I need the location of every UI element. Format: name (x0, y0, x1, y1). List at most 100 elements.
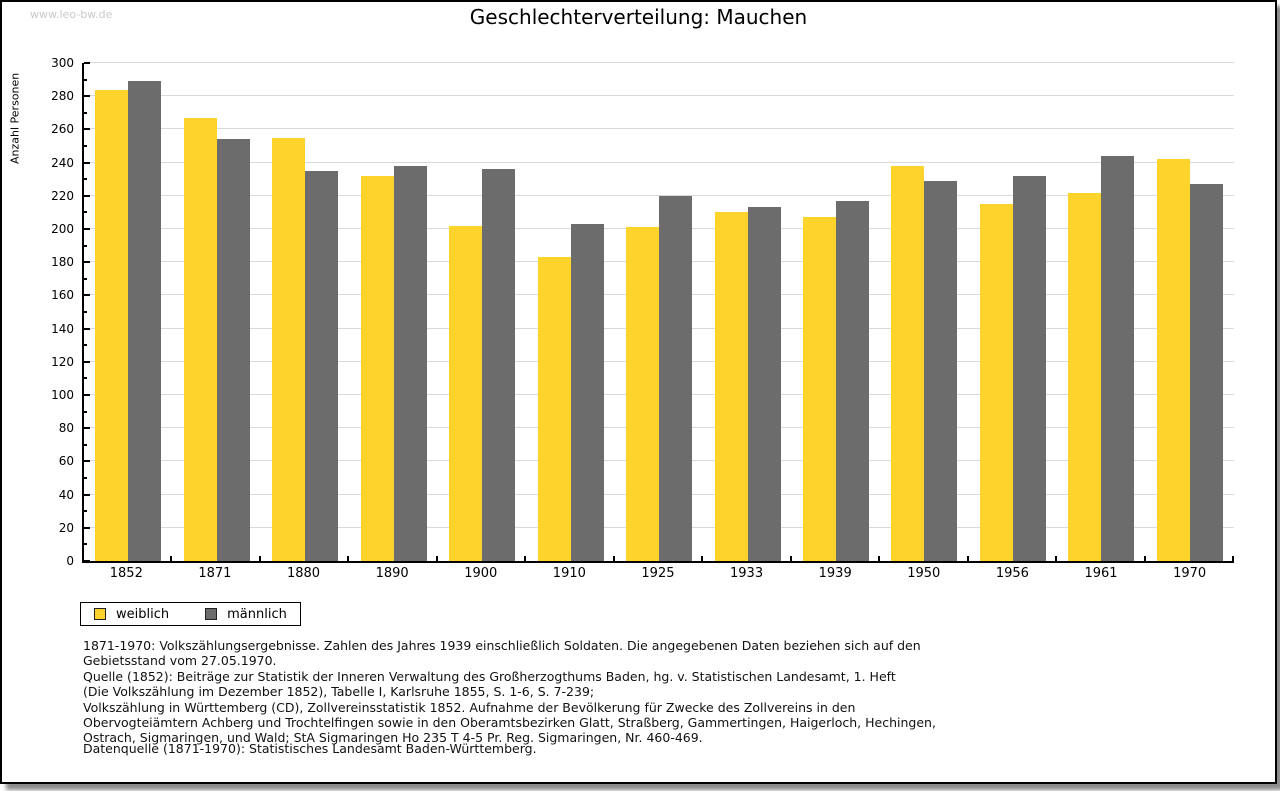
y-axis-tick (84, 194, 90, 197)
bar-group (261, 63, 349, 561)
x-tick-label: 1871 (198, 566, 232, 581)
bar-weiblich (272, 137, 306, 561)
y-axis-tick (84, 111, 87, 114)
x-axis-tick (524, 556, 527, 561)
y-axis-tick (84, 443, 87, 446)
bar-group (1057, 63, 1145, 561)
y-tick-label: 60 (58, 454, 74, 469)
y-axis-tick (84, 145, 87, 147)
bar-pair (449, 169, 516, 561)
bar-group (172, 63, 260, 561)
y-axis-tick (84, 327, 90, 330)
footnote-line: Volkszählung in Württemberg (CD), Zollve… (83, 699, 856, 715)
y-axis-tick (84, 228, 90, 230)
y-axis-tick (84, 62, 90, 64)
bar-männlich (659, 195, 693, 561)
x-axis-tick (612, 556, 615, 561)
y-axis-tick (84, 244, 87, 247)
y-tick-label: 260 (51, 122, 74, 137)
y-tick-label: 140 (51, 321, 74, 336)
legend: weiblich männlich (80, 602, 301, 626)
y-tick-label: 200 (51, 222, 74, 236)
y-axis-tick (84, 211, 87, 214)
y-tick-label: 120 (51, 354, 74, 369)
datasource-line: Datenquelle (1871-1970): Statistisches L… (83, 741, 537, 756)
gridline (84, 161, 1234, 163)
legend-swatch-maennlich (205, 608, 218, 620)
y-tick-label: 180 (51, 255, 74, 270)
y-tick-label: 0 (66, 554, 74, 568)
x-axis-tick (878, 556, 881, 561)
legend-item-weiblich: weiblich (94, 607, 169, 622)
bar-männlich (482, 169, 516, 561)
y-axis-tick (84, 294, 90, 297)
gridline (84, 128, 1234, 130)
footnotes: 1871-1970: Volkszählungsergebnisse. Zahl… (83, 638, 936, 746)
y-axis-tick (84, 477, 87, 479)
bar-männlich (1012, 175, 1046, 561)
bar-group (84, 63, 172, 561)
y-axis-tick (84, 128, 90, 131)
y-tick-label: 20 (58, 520, 74, 535)
x-tick-labels: 1852 1871 1880 1890 1900 1910 1925 1933 1939 1950… (82, 566, 1234, 581)
y-tick-label: 240 (51, 155, 74, 170)
y-tick-labels: 0 20 40 60 80 100 120 140 160 180 200 220 240 260 280 3… (2, 56, 74, 568)
bar-group (526, 63, 614, 561)
bar-weiblich (1156, 159, 1190, 561)
x-axis-tick (1143, 556, 1146, 561)
y-axis-tick (84, 394, 90, 396)
y-tick-label: 220 (51, 188, 74, 203)
bar-weiblich (537, 257, 571, 561)
bar-group (792, 63, 880, 561)
y-tick-label: 280 (51, 89, 74, 104)
x-axis-tick (258, 556, 261, 561)
y-axis-tick (84, 377, 87, 380)
y-tick-label: 160 (51, 288, 74, 303)
x-tick-label: 1939 (818, 566, 852, 581)
gridline (84, 95, 1234, 97)
x-axis-tick (435, 556, 438, 561)
x-tick-label: 1933 (730, 566, 764, 581)
bar-pair (626, 195, 693, 561)
y-tick-label: 300 (51, 56, 74, 70)
x-axis-tick (1232, 556, 1234, 561)
footnote-line: Gebietsstand vom 27.05.1970. (83, 653, 277, 669)
x-tick-label: 1925 (641, 566, 675, 581)
bar-groups (84, 63, 1234, 561)
bar-pair (272, 137, 339, 561)
bar-männlich (216, 139, 250, 561)
x-axis-tick (347, 556, 350, 561)
bar-pair (360, 165, 427, 561)
y-axis-tick (84, 95, 90, 98)
y-tick-label: 40 (58, 487, 74, 502)
y-tick-label: 80 (58, 421, 74, 436)
y-axis-tick (84, 277, 87, 280)
y-axis-tick (84, 178, 87, 181)
bar-pair (1068, 156, 1135, 561)
footnote-line: (Die Volkszählung im Dezember 1852), Tab… (83, 684, 595, 700)
y-axis-tick (84, 410, 87, 413)
x-tick-label: 1961 (1084, 566, 1118, 581)
chart-title: Geschlechterverteilung: Mauchen (469, 5, 808, 29)
y-axis-tick (84, 344, 87, 347)
x-tick-label: 1910 (552, 566, 586, 581)
bar-group (1146, 63, 1234, 561)
y-axis-tick (84, 161, 90, 164)
gridline (84, 194, 1234, 196)
x-tick-label: 1890 (375, 566, 409, 581)
bar-group (438, 63, 526, 561)
x-tick-label: 1950 (907, 566, 941, 581)
bar-pair (537, 224, 604, 561)
x-tick-label: 1880 (286, 566, 321, 581)
bar-pair (714, 207, 781, 561)
x-tick-label: 1852 (109, 566, 143, 581)
bar-männlich (924, 180, 958, 561)
x-axis-tick (701, 556, 704, 561)
x-tick-label: 1970 (1173, 566, 1207, 581)
bar-weiblich (1068, 192, 1102, 561)
watermark: www.leo-bw.de (30, 8, 113, 21)
bar-weiblich (95, 89, 129, 561)
bar-pair (95, 81, 162, 561)
y-axis-tick (84, 78, 87, 81)
bar-männlich (1101, 156, 1135, 561)
